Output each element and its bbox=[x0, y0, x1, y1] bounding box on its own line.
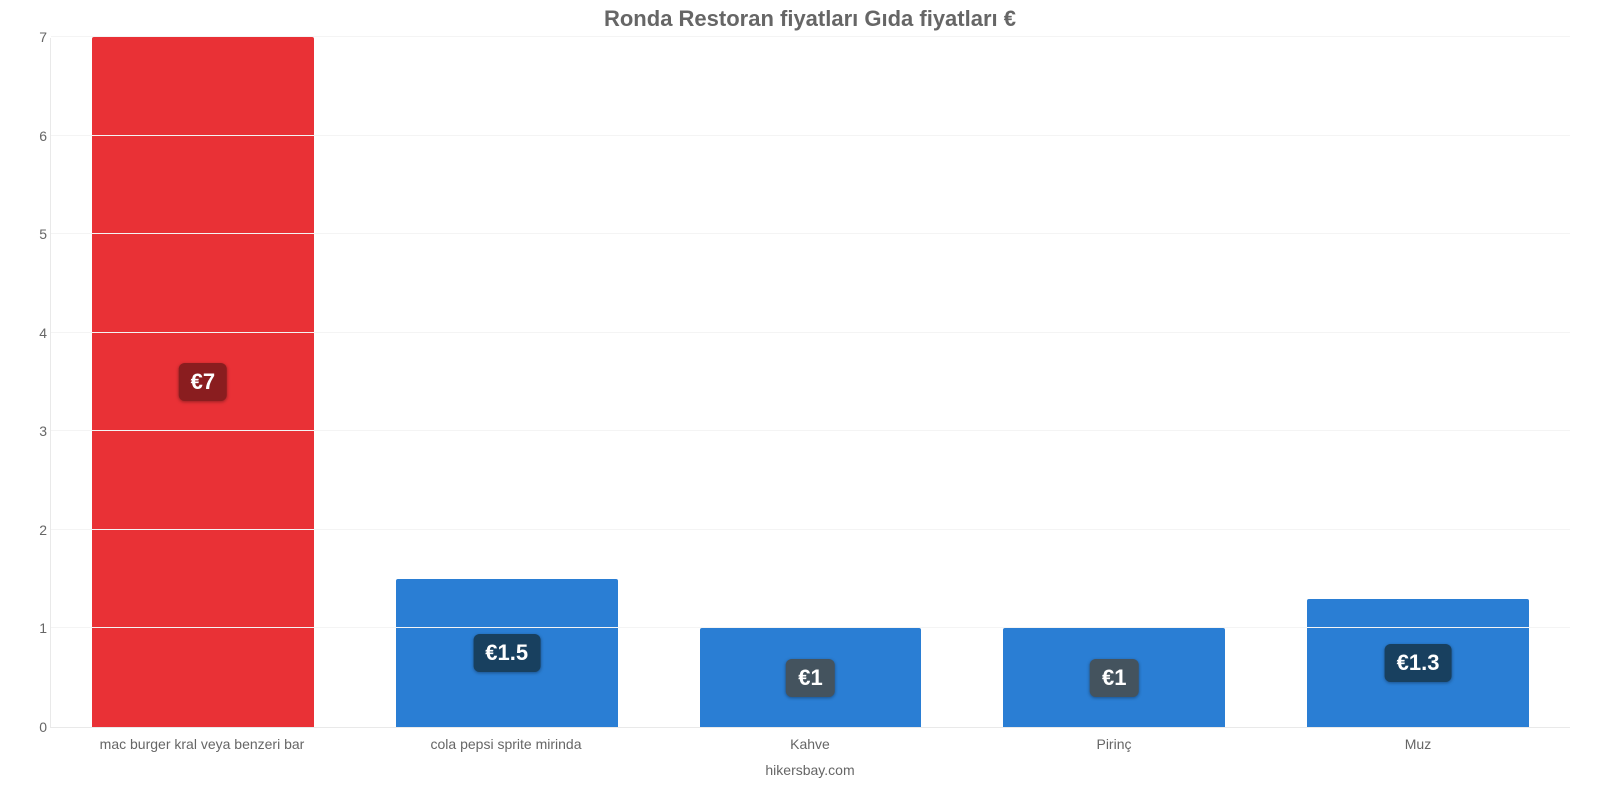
y-tick: 1 bbox=[23, 620, 47, 636]
y-tick: 6 bbox=[23, 128, 47, 144]
bars-layer: €7 €1.5 €1 €1 €1.3 bbox=[51, 38, 1570, 727]
bar: €1 bbox=[1003, 628, 1225, 727]
plot-area: €7€1.5€1€1€1.3 01234567 bbox=[50, 38, 1570, 728]
grid-line bbox=[51, 529, 1570, 530]
bar: €1 bbox=[700, 628, 922, 727]
chart-container: Ronda Restoran fiyatları Gıda fiyatları … bbox=[0, 0, 1600, 800]
bar-slot: €1.3 bbox=[1266, 38, 1570, 727]
grid-line bbox=[51, 36, 1570, 37]
x-label: Kahve bbox=[658, 736, 962, 752]
y-tick: 7 bbox=[23, 29, 47, 45]
bar: €1.3 bbox=[1307, 599, 1529, 727]
x-axis: mac burger kral veya benzeri barcola pep… bbox=[50, 736, 1570, 752]
value-badge: €1.3 bbox=[1385, 644, 1452, 682]
y-tick: 4 bbox=[23, 325, 47, 341]
bar-slot: €1.5 bbox=[355, 38, 659, 727]
y-tick: 5 bbox=[23, 226, 47, 242]
chart-credit: hikersbay.com bbox=[50, 762, 1570, 778]
value-badge: €7 bbox=[179, 363, 227, 401]
value-badge: €1 bbox=[1090, 659, 1138, 697]
y-tick: 2 bbox=[23, 522, 47, 538]
bar: €1.5 bbox=[396, 579, 618, 727]
bar: €7 bbox=[92, 37, 314, 727]
value-badge: €1 bbox=[786, 659, 834, 697]
bar-slot: €1 bbox=[962, 38, 1266, 727]
grid-line bbox=[51, 135, 1570, 136]
x-label: Muz bbox=[1266, 736, 1570, 752]
bar-slot: €7 bbox=[51, 38, 355, 727]
chart-title: Ronda Restoran fiyatları Gıda fiyatları … bbox=[50, 0, 1570, 38]
x-label: mac burger kral veya benzeri bar bbox=[50, 736, 354, 752]
grid-line bbox=[51, 233, 1570, 234]
x-label: cola pepsi sprite mirinda bbox=[354, 736, 658, 752]
grid-line bbox=[51, 627, 1570, 628]
bar-slot: €1 bbox=[659, 38, 963, 727]
grid-line bbox=[51, 332, 1570, 333]
value-badge: €1.5 bbox=[473, 634, 540, 672]
x-label: Pirinç bbox=[962, 736, 1266, 752]
grid-line bbox=[51, 430, 1570, 431]
y-tick: 3 bbox=[23, 423, 47, 439]
y-tick: 0 bbox=[23, 719, 47, 735]
